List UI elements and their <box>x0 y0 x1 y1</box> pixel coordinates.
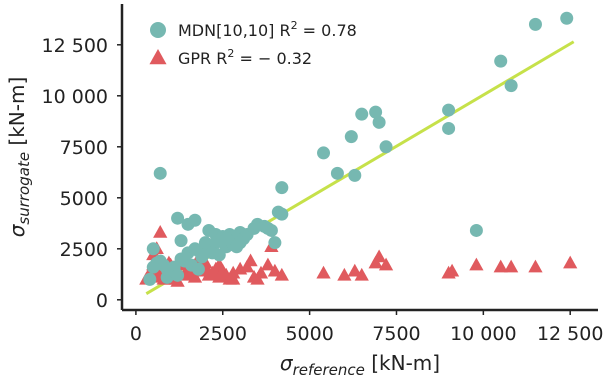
legend-label: GPR R2 = − 0.32 <box>178 47 312 68</box>
data-point-gpr <box>469 257 484 271</box>
data-point-mdn <box>230 240 244 254</box>
y-tick-label: 7500 <box>60 137 108 159</box>
legend-label-value: = − 0.32 <box>234 49 312 68</box>
data-point-mdn <box>372 115 386 129</box>
data-point-gpr <box>493 259 508 273</box>
data-point-mdn <box>494 54 508 68</box>
points-layer <box>139 11 578 287</box>
axis-label-subscript: surrogate <box>15 152 33 225</box>
data-point-gpr <box>226 271 241 285</box>
data-point-gpr <box>504 259 519 273</box>
x-tick-label: 2500 <box>199 323 247 345</box>
data-point-gpr <box>528 259 543 273</box>
data-point-mdn <box>160 262 174 276</box>
axis-label-unit: [kN-m] <box>365 351 440 375</box>
data-point-mdn <box>469 223 483 237</box>
x-tick-label: 0 <box>130 323 142 345</box>
data-point-mdn <box>146 242 160 256</box>
data-point-mdn <box>174 234 188 248</box>
legend-marker-circle <box>150 22 166 38</box>
axis-label-symbol: σ <box>280 351 294 375</box>
data-point-mdn <box>198 236 212 250</box>
data-point-mdn <box>355 107 369 121</box>
data-point-gpr <box>337 267 352 281</box>
x-tick-label: 7500 <box>372 323 420 345</box>
data-point-mdn <box>348 168 362 182</box>
legend-label: MDN[10,10] R2 = 0.78 <box>178 19 357 40</box>
data-point-gpr <box>371 249 387 263</box>
data-point-gpr <box>260 257 276 271</box>
legend-label-name: GPR R <box>178 49 227 68</box>
data-point-gpr <box>250 271 265 285</box>
data-point-gpr <box>243 253 258 267</box>
y-tick-label: 0 <box>96 290 108 312</box>
data-point-gpr <box>267 263 283 277</box>
data-point-gpr <box>316 265 331 279</box>
y-tick-label: 12 500 <box>42 35 108 57</box>
data-point-mdn <box>188 213 202 227</box>
data-point-gpr <box>444 263 460 277</box>
legend-label-superscript: 2 <box>291 19 298 32</box>
data-point-mdn <box>442 103 456 117</box>
data-point-mdn <box>171 268 185 282</box>
legend-label-superscript: 2 <box>227 47 234 60</box>
data-point-mdn <box>143 272 157 286</box>
data-point-mdn <box>344 130 358 144</box>
data-point-gpr <box>354 267 369 281</box>
y-tick-label: 5000 <box>60 188 108 210</box>
data-point-mdn <box>153 166 167 180</box>
y-tick-label: 10 000 <box>42 86 108 108</box>
legend-label-value: = 0.78 <box>298 21 357 40</box>
data-point-mdn <box>205 246 219 260</box>
data-point-mdn <box>275 207 289 221</box>
data-point-gpr <box>274 267 289 281</box>
data-point-mdn <box>330 166 344 180</box>
data-point-mdn <box>219 232 233 246</box>
data-point-gpr <box>347 263 362 277</box>
data-point-gpr <box>563 255 578 269</box>
axis-label-symbol: σ <box>5 223 29 237</box>
y-tick-label: 2500 <box>60 239 108 261</box>
y-axis-label: σsurrogate [kN-m] <box>5 77 33 238</box>
ticks-layer: 0 2500 5000 7500 10 000 12 500 0 2500 5000 7500 10… <box>42 35 604 345</box>
data-point-mdn <box>504 79 518 93</box>
axes-layer <box>120 4 598 312</box>
data-point-mdn <box>171 211 185 225</box>
data-point-mdn <box>528 17 542 31</box>
data-point-mdn <box>442 121 456 135</box>
data-point-gpr <box>153 224 168 238</box>
x-tick-label: 10 000 <box>450 323 516 345</box>
data-point-gpr <box>212 257 227 271</box>
data-point-mdn <box>191 262 205 276</box>
data-point-mdn <box>268 236 282 250</box>
axis-label-subscript: reference <box>293 361 365 378</box>
data-point-mdn <box>275 181 289 195</box>
legend-marker-triangle <box>149 49 167 65</box>
data-point-mdn <box>146 260 160 274</box>
x-tick-label: 12 500 <box>537 323 603 345</box>
x-tick-label: 5000 <box>285 323 333 345</box>
data-point-gpr <box>378 257 394 271</box>
legend-label-name: MDN[10,10] R <box>178 21 291 40</box>
x-axis-label: σreference [kN-m] <box>280 351 440 378</box>
data-point-mdn <box>264 223 278 237</box>
data-point-mdn <box>369 105 383 119</box>
data-point-mdn <box>195 248 209 262</box>
data-point-mdn <box>317 146 331 160</box>
data-point-mdn <box>560 11 574 25</box>
data-point-mdn <box>379 140 393 154</box>
axis-label-unit: [kN-m] <box>5 77 29 152</box>
